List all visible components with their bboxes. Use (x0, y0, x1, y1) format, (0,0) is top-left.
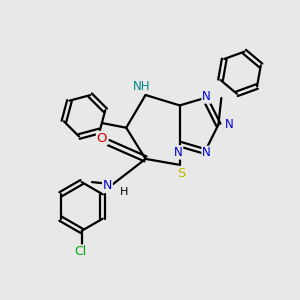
Text: N: N (202, 146, 211, 160)
Text: N: N (224, 118, 233, 131)
Text: NH: NH (133, 80, 151, 93)
Text: N: N (174, 146, 183, 159)
Text: N: N (103, 179, 112, 192)
Text: O: O (97, 132, 107, 145)
Text: Cl: Cl (74, 245, 86, 258)
Text: N: N (202, 90, 211, 103)
Text: H: H (120, 187, 128, 196)
Text: S: S (177, 167, 185, 180)
